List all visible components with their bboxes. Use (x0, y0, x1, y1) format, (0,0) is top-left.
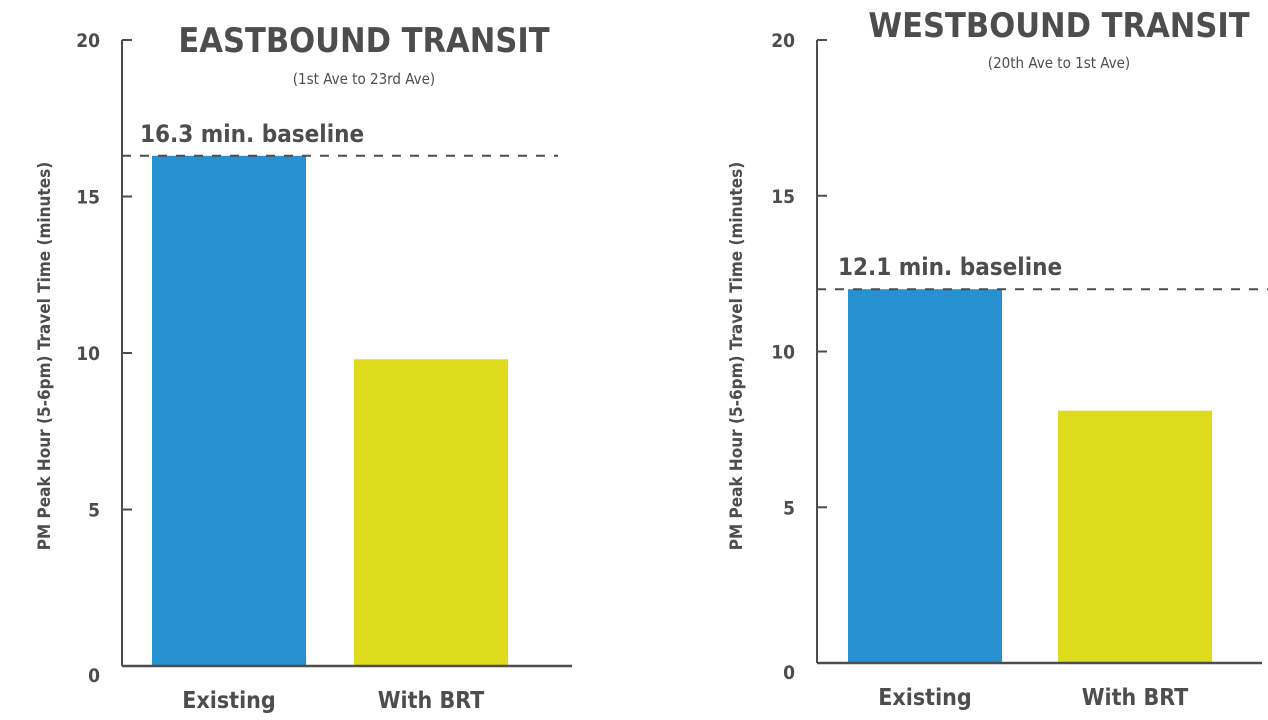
baseline-label: 16.3 min. baseline (140, 120, 364, 148)
y-tick-label: 0 (783, 662, 795, 684)
y-tick-label: 15 (771, 186, 795, 208)
x-tick-label: With BRT (378, 688, 485, 714)
y-axis-label: PM Peak Hour (5-6pm) Travel Time (minute… (35, 162, 55, 550)
y-axis-label: PM Peak Hour (5-6pm) Travel Time (minute… (727, 162, 747, 550)
bar-existing (848, 289, 1002, 663)
baseline-label: 12.1 min. baseline (838, 253, 1062, 281)
x-tick-label: Existing (182, 688, 275, 714)
chart-title: WESTBOUND TRANSIT (868, 6, 1249, 46)
y-tick-label: 20 (771, 30, 795, 52)
bar-with-brt (354, 359, 508, 666)
x-tick-label: With BRT (1082, 685, 1189, 711)
y-tick-label: 0 (88, 665, 100, 687)
chart-subtitle: (1st Ave to 23rd Ave) (293, 70, 435, 88)
x-tick-label: Existing (878, 685, 971, 711)
chart-panel-2: WESTBOUND TRANSIT (20th Ave to 1st Ave) PM… (727, 6, 1268, 711)
y-tick-label: 20 (76, 30, 100, 52)
chart-panel-1: EASTBOUND TRANSIT (1st Ave to 23rd Ave) PM… (35, 21, 572, 714)
y-tick-label: 10 (771, 342, 795, 364)
y-tick-label: 15 (76, 187, 100, 209)
chart-subtitle: (20th Ave to 1st Ave) (988, 54, 1130, 72)
y-tick-label: 10 (76, 343, 100, 365)
y-tick-label: 5 (783, 497, 795, 519)
bar-with-brt (1058, 410, 1212, 663)
y-tick-label: 5 (88, 500, 100, 522)
bar-existing (152, 155, 306, 666)
chart-title: EASTBOUND TRANSIT (178, 21, 549, 61)
